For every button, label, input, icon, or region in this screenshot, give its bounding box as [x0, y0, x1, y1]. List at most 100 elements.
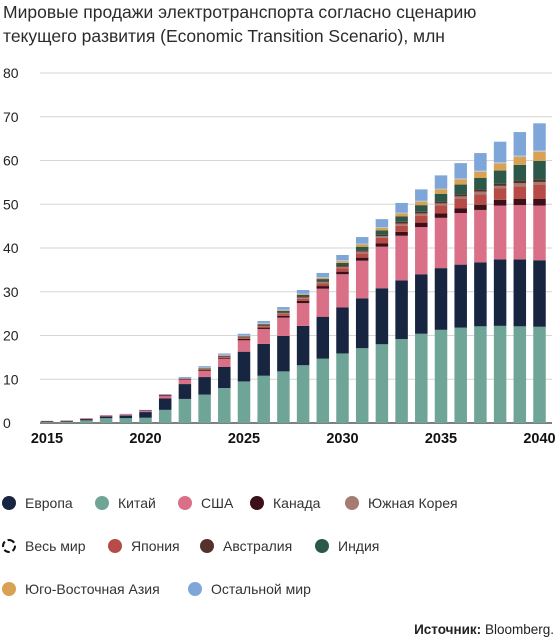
bar-segment [355, 246, 369, 251]
bar-segment [513, 205, 527, 260]
bar-segment [178, 378, 192, 380]
source-value: Bloomberg. [484, 622, 554, 637]
bar-segment [395, 225, 408, 232]
bar-segment [474, 171, 487, 178]
bar-segment [336, 265, 349, 267]
bar-segment [355, 250, 369, 252]
bar-segment [198, 367, 211, 369]
y-tick-label: 30 [3, 284, 19, 300]
bar-segment [296, 293, 310, 295]
bar-segment [355, 260, 369, 299]
bar-segment [277, 314, 290, 316]
bar-segment [454, 184, 467, 195]
bar-segment [375, 246, 389, 289]
bar-segment [474, 209, 487, 263]
legend-swatch [2, 539, 16, 553]
bar-segment [277, 315, 290, 318]
bar-segment [237, 336, 251, 337]
bar-segment [178, 379, 192, 385]
bar-segment [336, 266, 349, 269]
y-tick-label: 60 [3, 153, 19, 169]
bar-segment [493, 185, 507, 189]
bar-segment [257, 321, 270, 324]
bar-segment [277, 307, 290, 310]
legend-label: Остальной мир [211, 581, 311, 597]
bar-segment [395, 212, 408, 214]
y-tick-label: 10 [3, 371, 19, 387]
bar-segment [415, 222, 428, 228]
bar-segment [513, 259, 527, 327]
bar-segment [296, 296, 310, 298]
bar-segment [316, 288, 330, 317]
legend-label: Австралия [223, 538, 293, 554]
bar-segment [40, 421, 54, 423]
bar-segment [277, 309, 290, 311]
y-tick-label: 70 [3, 109, 19, 125]
bar-segment [434, 268, 448, 330]
bar-segment [355, 257, 369, 261]
legend-item: Индия [315, 538, 379, 554]
bar-segment [80, 418, 93, 420]
y-tick-label: 50 [3, 196, 19, 212]
bar-segment [513, 183, 527, 187]
bar-segment [257, 325, 270, 327]
legend-label: Европа [25, 495, 73, 511]
legend-swatch [188, 582, 202, 596]
bar-segment [119, 413, 133, 415]
bar-segment [415, 213, 428, 216]
bar-segment [533, 160, 546, 180]
bar-segment [533, 185, 546, 199]
bar-segment [237, 335, 251, 337]
bar-segment [257, 327, 270, 329]
bar-segment [454, 264, 467, 328]
bar-segment [178, 384, 192, 399]
legend-label: Индия [338, 538, 380, 554]
bar-segment [237, 338, 251, 340]
bar-segment [533, 150, 546, 152]
bar-segment [493, 188, 507, 200]
bar-segment [257, 325, 270, 326]
legend-label: Весь мир [25, 538, 86, 554]
bar-segment [316, 358, 330, 423]
bar-segment [474, 153, 487, 171]
bar-segment [355, 348, 369, 423]
bar-segment [198, 369, 211, 370]
legend-label: Южная Корея [368, 495, 458, 511]
bar-segment [257, 328, 270, 344]
bar-segment [474, 194, 487, 205]
bar-segment [375, 237, 389, 244]
bar-segment [316, 277, 330, 278]
bar-segment [158, 395, 172, 396]
chart-title: Мировые продажи электротранспорта соглас… [3, 2, 477, 46]
legend-swatch [345, 496, 359, 510]
y-tick-label: 0 [3, 415, 11, 431]
bar-segment [218, 356, 231, 357]
bar-segment [493, 205, 507, 260]
bar-segment [198, 394, 211, 423]
bar-segment [198, 369, 211, 371]
bar-segment [395, 213, 408, 217]
bar-segment [218, 354, 231, 356]
bar-segment [237, 333, 251, 336]
bar-segment [513, 186, 527, 199]
bar-segment [139, 410, 152, 411]
bar-segment [158, 398, 172, 410]
bar-segment [237, 339, 251, 341]
bar-segment [375, 344, 389, 423]
bar-segment [415, 205, 428, 212]
bar-segment [198, 377, 211, 395]
bar-segment [454, 179, 467, 185]
bar-segment [198, 370, 211, 378]
bar-segment [474, 189, 487, 192]
legend-swatch [315, 539, 329, 553]
bar-segment [296, 298, 310, 301]
bar-segment [99, 416, 113, 419]
bar-segment [375, 227, 389, 228]
bar-segment [40, 420, 54, 422]
bar-segment [99, 418, 113, 423]
bar-segment [218, 355, 231, 356]
bar-segment [316, 279, 330, 282]
x-tick-label: 2020 [129, 431, 161, 447]
bar-segment [513, 132, 527, 156]
